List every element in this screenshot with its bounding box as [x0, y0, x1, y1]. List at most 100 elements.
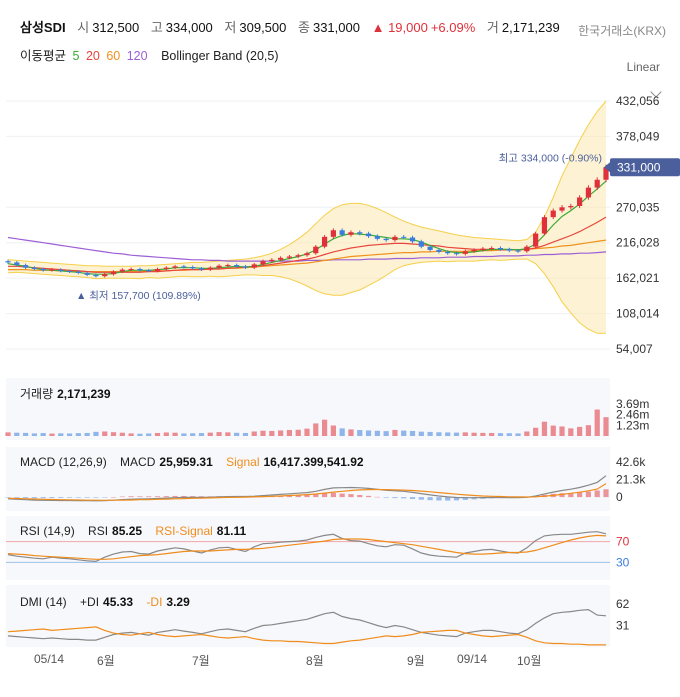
macd-label: MACD [120, 455, 156, 469]
open-label: 시 [77, 20, 90, 35]
candle [453, 253, 460, 255]
volume-bar [585, 425, 592, 436]
candle [339, 230, 345, 235]
candle [365, 233, 372, 237]
macd-pane[interactable]: 42.6k 21.3k 0 MACD (12,26,9) MACD 25,959.31… [0, 447, 680, 511]
exchange-label: 한국거래소(KRX) [578, 24, 666, 38]
candle [541, 217, 548, 234]
current-price-text: 331,000 [617, 160, 661, 174]
macd-histogram-bar [75, 497, 81, 498]
volume-bar [172, 432, 178, 436]
volume-bar [436, 432, 442, 436]
low-label: 저 [224, 20, 237, 35]
macd-y-tick: 0 [616, 490, 623, 504]
candle [524, 246, 530, 252]
volume-bar [119, 432, 125, 436]
high-label: 고 [150, 20, 163, 35]
change-pct: +6.09% [430, 20, 476, 35]
candle [190, 267, 196, 269]
volume-bar [234, 432, 240, 436]
ma60-label[interactable]: 60 [106, 49, 121, 63]
main-y-tick: 54,007 [616, 342, 653, 356]
candle [603, 167, 609, 180]
volume-label: 거 [486, 20, 499, 35]
price-chart[interactable]: 331,000 최고 334,000 (-0.90%) ▲ 최저 157,700… [0, 0, 680, 370]
candle [22, 265, 29, 268]
candle [568, 205, 574, 208]
macd-histogram-bar [58, 497, 64, 498]
candle [480, 248, 486, 250]
rsi-value: 85.25 [112, 524, 143, 538]
volume-bar [313, 423, 319, 436]
volume-bar [427, 431, 433, 436]
volume-bar [348, 429, 354, 436]
scale-mode-button[interactable]: Linear [626, 60, 660, 74]
ma120-label[interactable]: 120 [126, 49, 148, 63]
volume-bar [198, 433, 205, 436]
macd-histogram-bar [568, 492, 574, 498]
macd-histogram-bar [603, 489, 609, 498]
x-tick-label: 6월 [97, 654, 115, 668]
main-y-tick: 432,056 [616, 94, 660, 108]
macd-histogram-bar [374, 496, 380, 498]
macd-histogram-bar [365, 495, 372, 498]
volume-bar [489, 432, 495, 436]
candle [462, 251, 468, 254]
high-annotation: 최고 334,000 (-0.90%) [499, 152, 602, 164]
candle [348, 232, 354, 235]
candle [49, 269, 55, 271]
dmi-minus-label: -DI [146, 595, 163, 609]
macd-histogram-bar [383, 497, 389, 498]
rsi-legend: RSI (14,9) RSI 85.25 RSI-Signal 81.11 [20, 524, 250, 538]
macd-histogram-bar [577, 492, 583, 498]
candle [234, 265, 240, 267]
candle [295, 255, 301, 257]
macd-histogram-bar [313, 494, 319, 498]
bollinger-label[interactable]: Bollinger Band (20,5) [161, 49, 279, 63]
ma5-label[interactable]: 5 [72, 49, 80, 63]
volume-bar [409, 430, 416, 436]
rsi-pane[interactable]: 70 30 RSI (14,9) RSI 85.25 RSI-Signal 81.11 [0, 516, 680, 580]
macd-histogram-bar [22, 497, 29, 499]
candle [445, 251, 451, 254]
volume-pane-value: 2,171,239 [57, 387, 111, 401]
candle [401, 236, 407, 238]
volume-y-tick: 2.46m [616, 408, 649, 422]
candle [5, 261, 11, 263]
dmi-chart[interactable]: 62 31 [0, 585, 680, 647]
stock-title[interactable]: 삼성SDI [20, 20, 66, 35]
dmi-plus-line [7, 608, 607, 641]
volume-bar [181, 433, 187, 436]
candle [594, 179, 600, 188]
dmi-pane[interactable]: 62 31 DMI (14) +DI 45.33 -DI 3.29 [0, 585, 680, 647]
price-pane[interactable]: 331,000 최고 334,000 (-0.90%) ▲ 최저 157,700… [0, 0, 680, 370]
indicator-legend[interactable]: 이동평균 5 20 60 120 Bollinger Band (20,5) [20, 45, 282, 64]
macd-histogram-bar [137, 496, 143, 498]
candle [392, 236, 398, 241]
macd-value: 25,959.31 [159, 455, 213, 469]
macd-histogram-bar [357, 494, 363, 498]
ma20-label[interactable]: 20 [85, 49, 100, 63]
current-price-tag [610, 158, 680, 177]
rsi-signal-line [7, 534, 607, 560]
volume-bar [515, 433, 521, 436]
rsi-y-tick: 70 [616, 535, 630, 549]
macd-chart[interactable]: 42.6k 21.3k 0 [0, 447, 680, 511]
macd-histogram-bar [84, 497, 90, 498]
x-tick-label: 09/14 [457, 652, 488, 666]
x-tick-label: 05/14 [34, 652, 65, 666]
candle [198, 268, 205, 270]
candle [93, 274, 99, 277]
main-y-tick: 378,049 [616, 129, 660, 143]
volume-bar [339, 428, 345, 436]
candle [102, 274, 108, 277]
volume-pane[interactable]: 3.69m 2.46m 1.23m 거래량 2,171,239 [0, 378, 680, 440]
macd-signal-line [7, 483, 607, 501]
volume-bar [295, 429, 301, 436]
volume-bar [75, 433, 81, 436]
volume-bar [207, 432, 213, 436]
volume-bar [374, 430, 380, 436]
bollinger-upper-line [7, 100, 607, 267]
